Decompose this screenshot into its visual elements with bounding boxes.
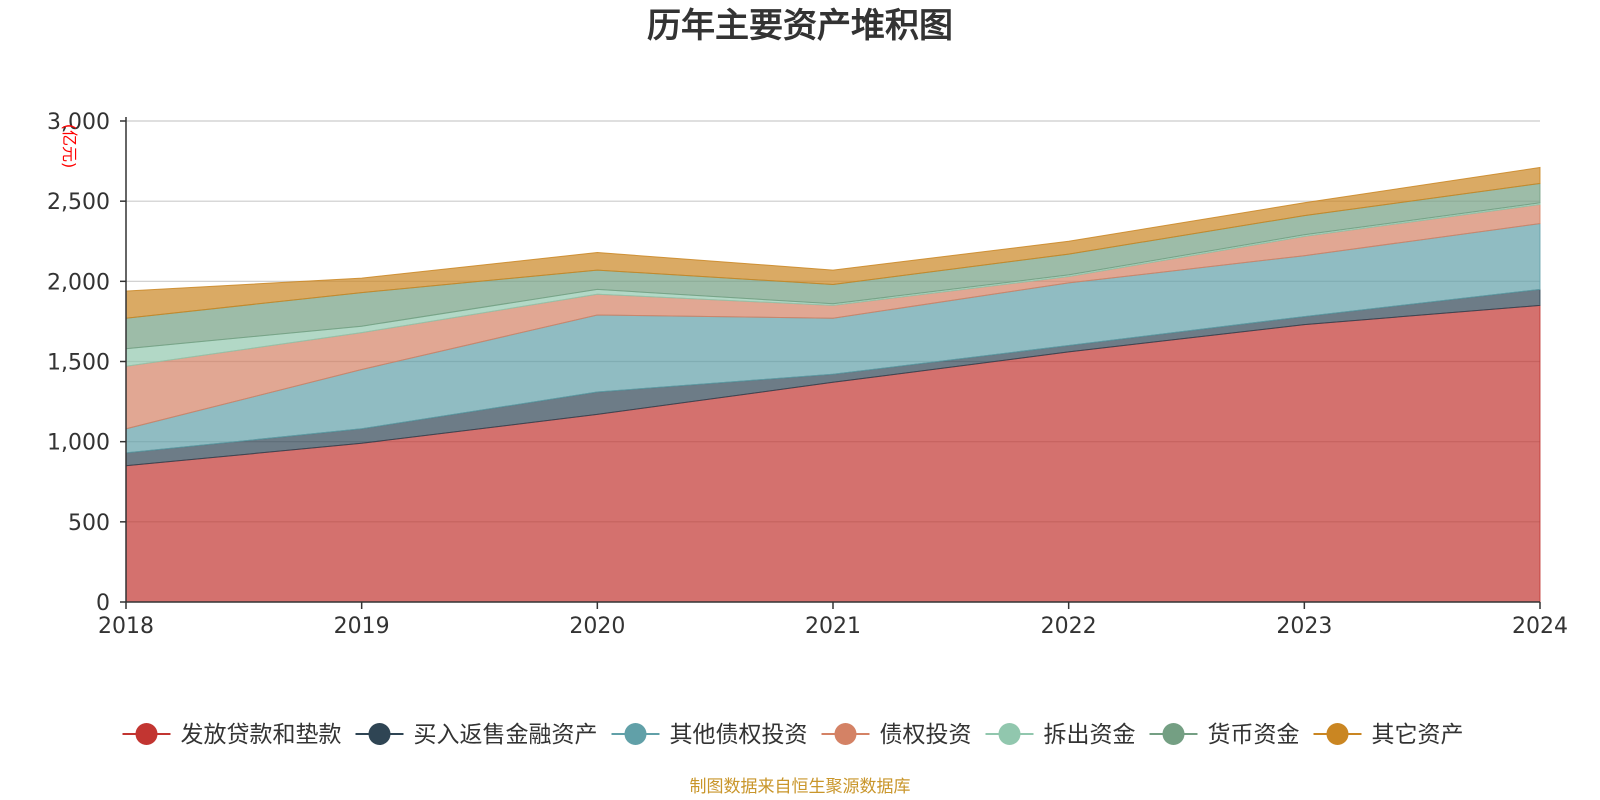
legend-marker [998,723,1021,745]
legend-item: 发放贷款和垫款 [122,722,342,748]
legend-marker [834,723,857,745]
y-tick-label: 2,000 [47,270,110,295]
legend-marker [135,723,158,745]
legend-marker [624,723,647,745]
series-areas [125,166,1541,603]
chart-title: 历年主要资产堆积图 [647,6,953,46]
legend-label: 买入返售金融资产 [414,722,598,748]
legend: 发放贷款和垫款 买入返售金融资产 其他债权投资 债权投资 拆出资金 货币资金 其它资产 [122,722,1464,748]
y-tick-label: 500 [68,511,110,536]
x-tick-label: 2022 [1041,614,1097,639]
x-tick-label: 2018 [98,614,154,639]
data-source-note: 制图数据来自恒生聚源数据库 [690,777,911,797]
y-tick-label: 2,500 [47,190,110,215]
y-tick-label: 0 [96,591,110,616]
legend-label: 其它资产 [1372,722,1464,748]
x-tick-label: 2023 [1276,614,1332,639]
legend-item: 货币资金 [1149,722,1300,748]
x-tick-label: 2024 [1512,614,1568,639]
area-series [125,166,1541,319]
legend-marker [368,723,391,745]
legend-item: 债权投资 [821,722,972,748]
legend-label: 拆出资金 [1044,722,1136,748]
x-tick-label: 2019 [334,614,390,639]
legend-marker [1162,723,1185,745]
legend-label: 发放贷款和垫款 [181,722,342,748]
y-axis-unit: (亿元) [60,124,79,169]
legend-marker [1326,723,1349,745]
legend-label: 其他债权投资 [670,722,808,748]
legend-label: 债权投资 [880,722,972,748]
legend-label: 货币资金 [1208,722,1300,748]
x-tick-label: 2020 [569,614,625,639]
legend-item: 拆出资金 [985,722,1136,748]
y-tick-label: 1,500 [47,351,110,376]
y-tick-label: 1,000 [47,431,110,456]
legend-item: 其它资产 [1313,722,1464,748]
y-tick-label: 3,000 [47,110,110,135]
x-tick-label: 2021 [805,614,861,639]
axes: 0 500 1,000 1,500 2,000 2,500 3,000 2018 2019 202… [47,110,1568,639]
legend-item: 买入返售金融资产 [355,722,598,748]
legend-item: 其他债权投资 [611,722,808,748]
